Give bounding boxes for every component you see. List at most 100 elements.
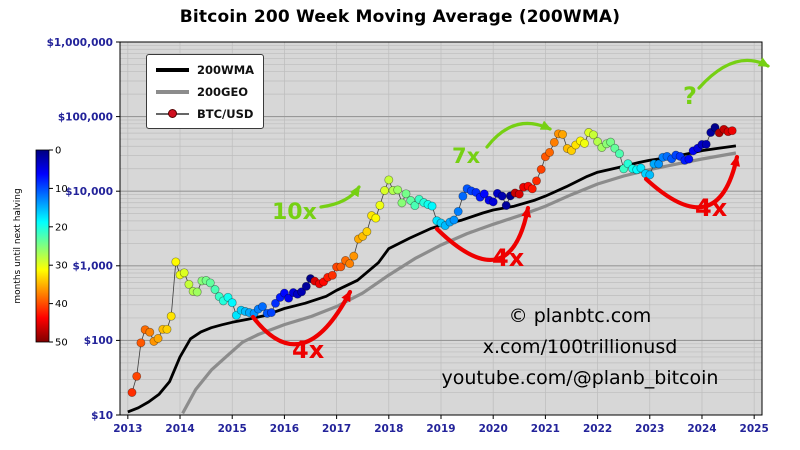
btc-usd-point — [153, 334, 163, 343]
annotation-label-question: ? — [683, 82, 697, 110]
btc-usd-point — [458, 191, 468, 201]
btc-usd-point — [727, 126, 737, 136]
colorbar-tick-label: 10 — [55, 184, 68, 195]
btc-usd-point — [192, 287, 202, 297]
btc-usd-point — [375, 200, 385, 210]
btc-usd-point — [684, 154, 694, 164]
annotation-arrow-10x — [319, 185, 361, 209]
x-axis-tick-label: 2019 — [426, 423, 455, 435]
legend-item-200wma: 200WMA — [156, 62, 254, 77]
btc-usd-point — [327, 270, 337, 280]
legend-label-btcusd: BTC/USD — [197, 106, 254, 121]
colorbar-gradient — [35, 149, 50, 343]
btc-usd-point — [701, 139, 711, 149]
x-axis-tick-label: 2017 — [322, 423, 351, 435]
x-axis-tick-label: 2018 — [374, 423, 403, 435]
annotation-label-4x: 4x — [695, 194, 728, 222]
colorbar-tick-label: 0 — [55, 146, 61, 157]
y-axis-tick-label: $1,000 — [72, 261, 113, 273]
btc-usd-point — [606, 137, 616, 147]
btc-usd-point — [210, 285, 220, 294]
btc-usd-point — [136, 338, 146, 348]
btc-usd-point — [488, 197, 498, 207]
colorbar-axis-label: months until next halving — [13, 188, 23, 303]
watermark: © planbtc.com x.com/100trillionusd youtu… — [430, 301, 730, 394]
btc-usd-point — [501, 201, 511, 210]
btc-usd-point — [410, 201, 420, 211]
btc-usd-point — [132, 371, 142, 381]
btc-usd-point — [453, 207, 463, 216]
btc-usd-point — [610, 143, 620, 153]
btc-usd-point — [636, 163, 646, 173]
200wma-line-swatch — [156, 67, 189, 72]
btc-usd-point — [384, 175, 394, 185]
x-axis-tick-label: 2025 — [740, 423, 769, 435]
btc-usd-point — [258, 302, 267, 312]
btc-usd-point — [654, 159, 664, 169]
btc-usd-point — [401, 189, 411, 199]
x-axis-tick-label: 2015 — [218, 423, 247, 435]
annotations: 10x 7x? 4x 4x 4x — [250, 57, 770, 364]
colorbar-tick-label: 30 — [55, 261, 68, 272]
colorbar: 0 10 20 30 40 50 months until next halving — [13, 146, 68, 349]
btc-usd-point — [580, 138, 589, 148]
y-axis-tick-label: $100 — [84, 335, 113, 347]
200geo-line-swatch — [156, 89, 189, 94]
y-axis-tick-label: $10 — [91, 410, 113, 422]
btc-usd-point — [497, 191, 507, 201]
x-axis-tick-label: 2024 — [687, 423, 716, 435]
btc-usd-point — [166, 311, 176, 321]
x-axis-tick-label: 2020 — [479, 423, 508, 435]
y-axis-tick-label: $100,000 — [58, 111, 113, 123]
btc-usd-point — [532, 176, 541, 186]
btc-usd-point — [362, 227, 372, 237]
btc-usd-point — [171, 257, 181, 267]
btc-usd-point — [588, 130, 598, 140]
annotation-arrow-question — [697, 57, 770, 90]
btc-usd-point — [336, 262, 346, 272]
btc-usd-point — [349, 251, 359, 261]
x-axis-tick-label: 2016 — [270, 423, 299, 435]
x-axis-tick-label: 2013 — [113, 423, 142, 435]
btc-usd-point — [536, 164, 546, 174]
btc-usd-point — [449, 215, 459, 225]
btc-usd-point — [266, 308, 276, 318]
btc-usd-point — [301, 281, 311, 291]
btc-usd-point — [567, 146, 576, 156]
btc-usd-point — [380, 186, 390, 195]
legend-label-200wma: 200WMA — [197, 62, 255, 77]
btc-usd-point — [271, 298, 280, 308]
legend-label-200geo: 200GEO — [197, 84, 249, 99]
btc-usd-point — [545, 147, 555, 157]
btc-usd-point — [127, 388, 137, 397]
btc-usd-point — [479, 189, 489, 199]
colorbar-tick-label: 50 — [55, 338, 68, 349]
annotation-label-4x: 4x — [492, 244, 525, 272]
btc-usd-point — [371, 213, 381, 223]
x-axis-tick-label: 2014 — [165, 423, 194, 435]
btcusd-marker-dot — [168, 108, 177, 118]
watermark-line-1: © planbtc.com — [508, 305, 652, 327]
watermark-line-3: youtube.com/@planb_bitcoin — [441, 367, 719, 389]
annotation-label-10x: 10x — [272, 200, 317, 225]
btc-usd-point — [345, 259, 355, 269]
annotation-arrow-4x — [250, 289, 353, 347]
x-axis-tick-label: 2023 — [635, 423, 664, 435]
btc-usd-point — [227, 298, 237, 308]
annotation-arrow-7x — [485, 120, 552, 149]
btc-usd-point — [427, 201, 437, 211]
annotation-label-7x: 7x — [452, 144, 481, 168]
y-axis-tick-label: $1,000,000 — [47, 37, 113, 49]
btc-usd-point — [393, 185, 403, 195]
y-axis-tick-label: $10,000 — [65, 186, 113, 198]
btc-usd-point — [558, 129, 568, 139]
annotation-label-4x: 4x — [292, 336, 325, 364]
btc-usd-scatter — [127, 123, 737, 397]
annotation-arrow-4x — [434, 205, 532, 262]
annotation-arrow-4x — [643, 154, 740, 210]
watermark-line-2: x.com/100trillionusd — [482, 336, 678, 358]
legend-item-200geo: 200GEO — [156, 84, 254, 99]
legend-item-btcusd: BTC/USD — [156, 106, 254, 121]
btc-usd-point — [179, 268, 189, 278]
